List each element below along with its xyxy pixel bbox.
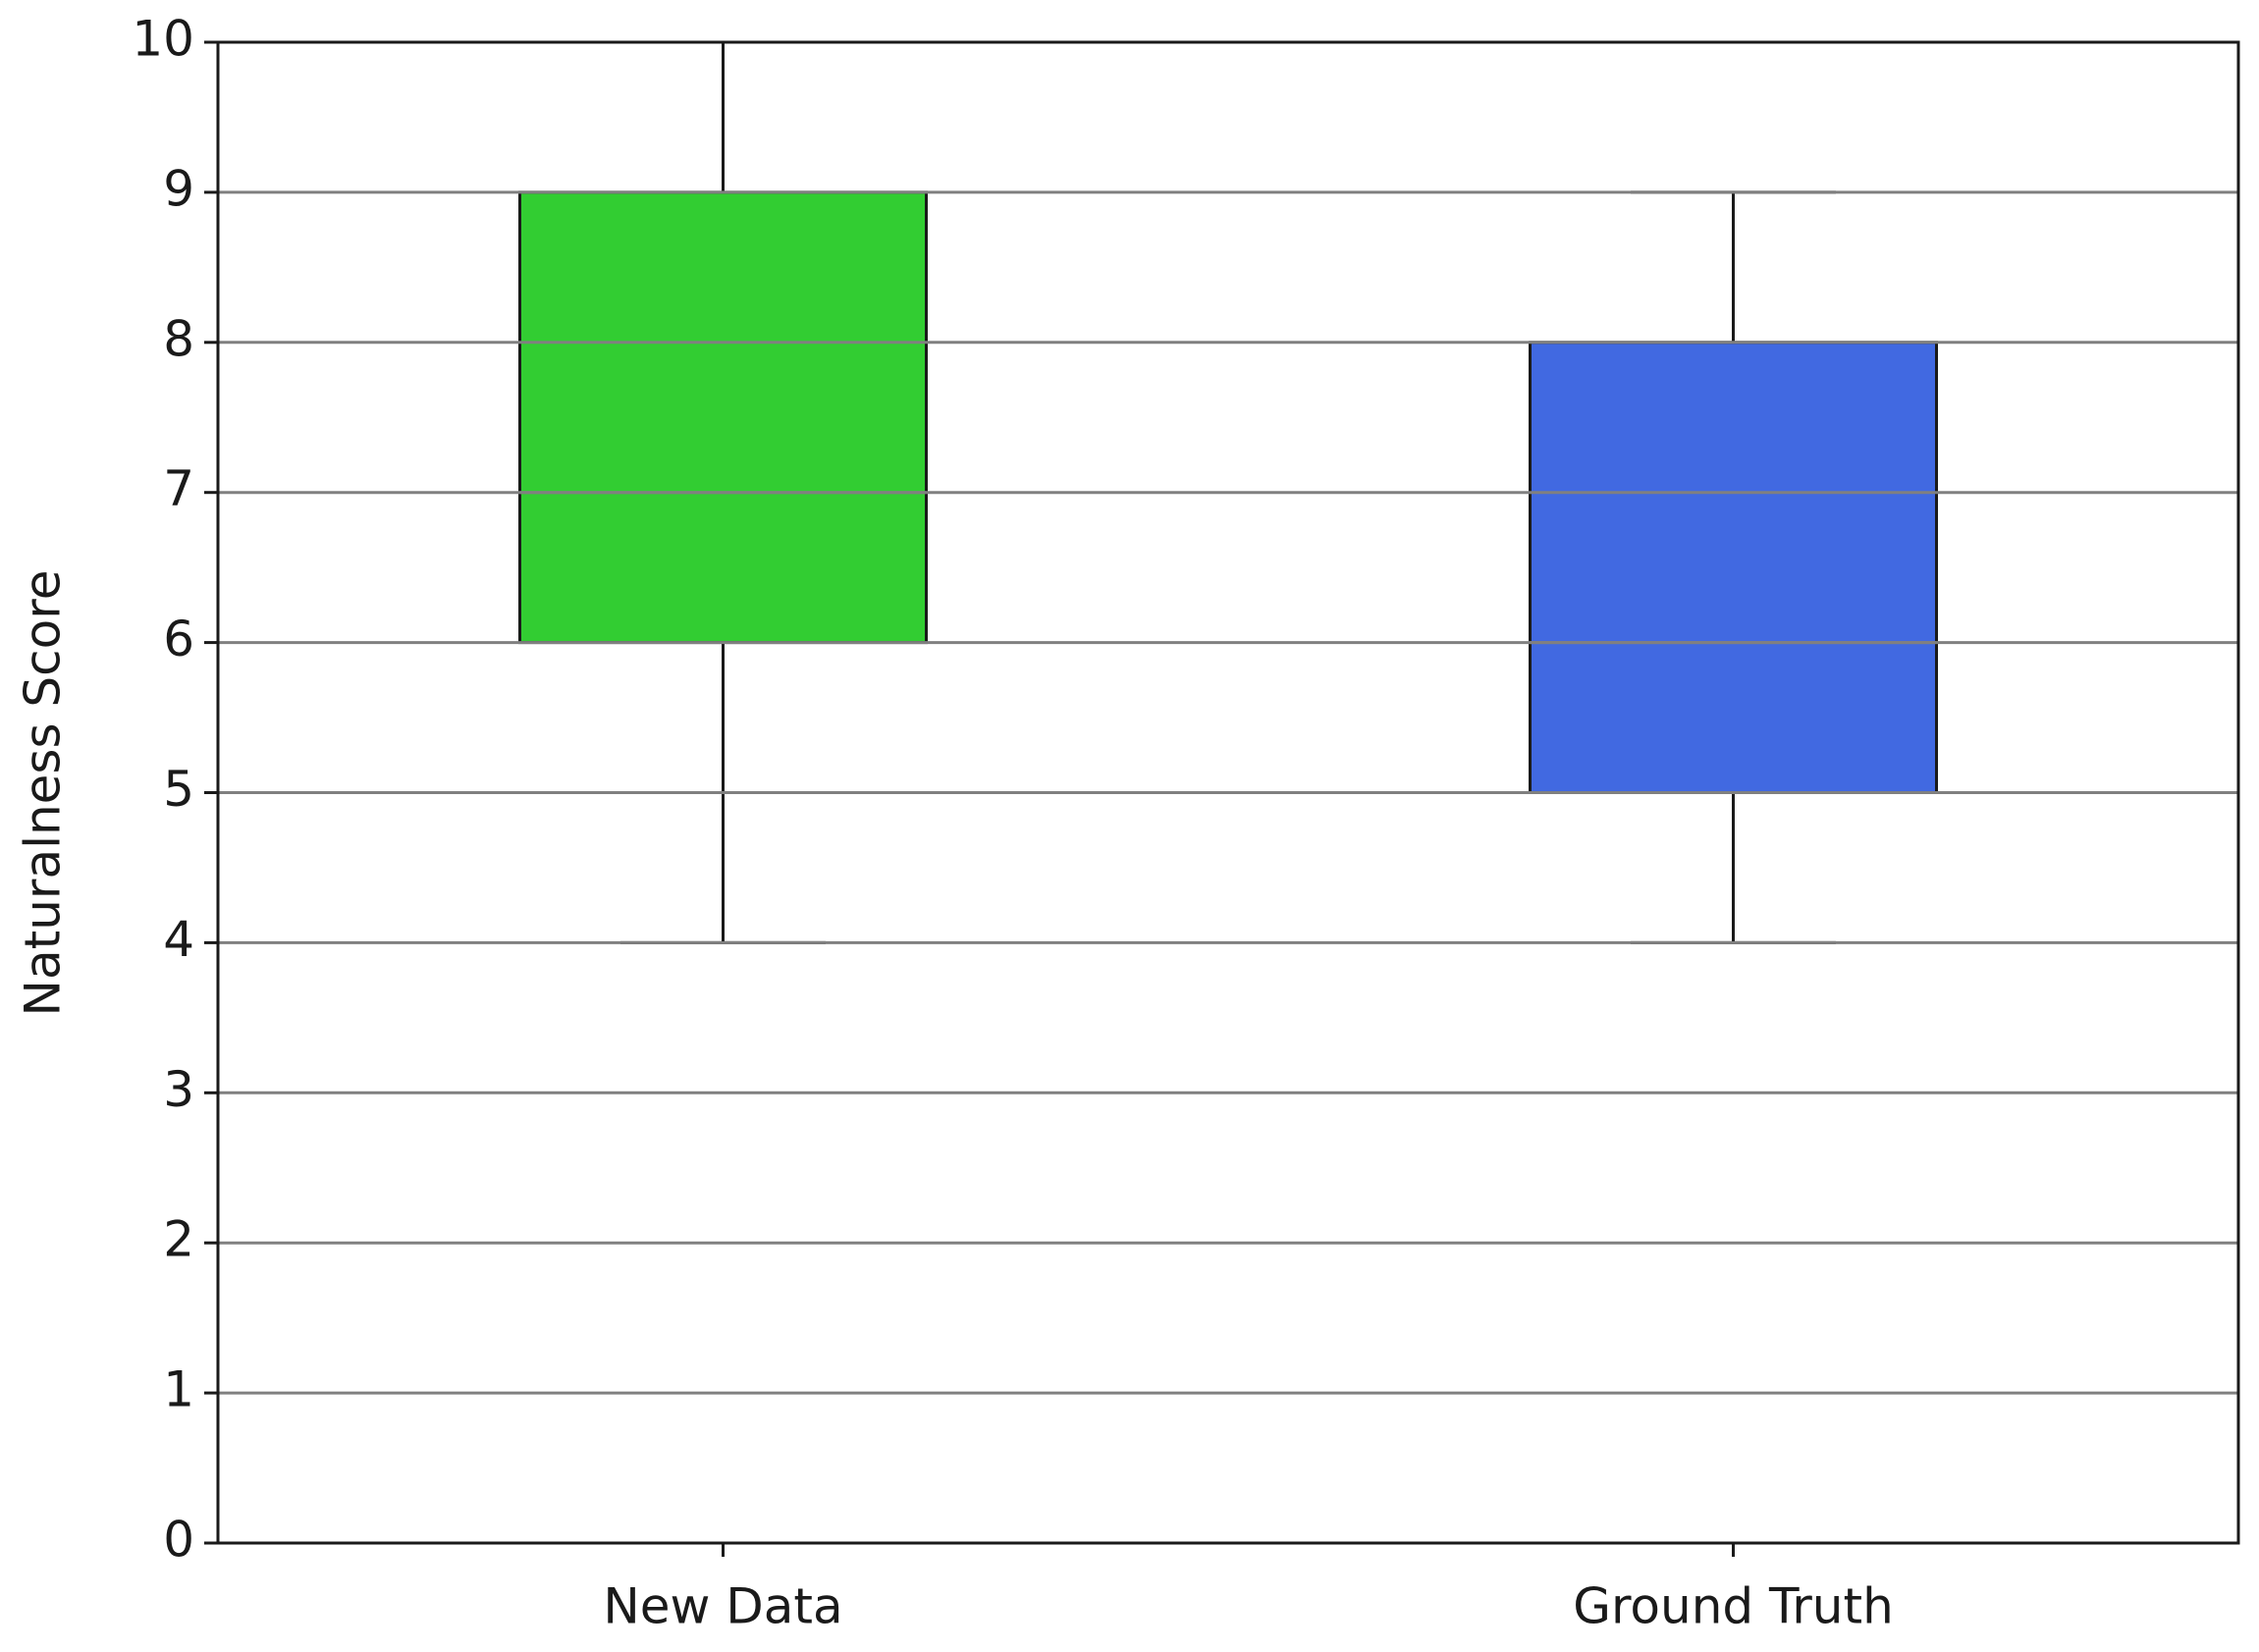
y-tick-label: 9	[163, 160, 194, 217]
y-tick-label: 7	[163, 460, 194, 517]
y-tick-label: 4	[163, 911, 194, 968]
plot-frame	[216, 40, 2240, 1545]
y-tick-label: 5	[163, 761, 194, 818]
y-tick-label: 0	[163, 1512, 194, 1569]
box	[518, 190, 928, 645]
y-tick-label: 2	[163, 1211, 194, 1268]
y-axis-label: Naturalness Score	[15, 570, 72, 1017]
x-tick-label: Ground Truth	[1573, 1578, 1894, 1635]
y-tick-label: 3	[163, 1061, 194, 1118]
y-tick-label: 10	[132, 11, 194, 68]
x-tick-label: New Data	[603, 1578, 842, 1635]
box	[1529, 341, 1938, 794]
y-tick-label: 1	[163, 1361, 194, 1418]
y-tick-label: 6	[163, 611, 194, 667]
y-tick-label: 8	[163, 310, 194, 367]
